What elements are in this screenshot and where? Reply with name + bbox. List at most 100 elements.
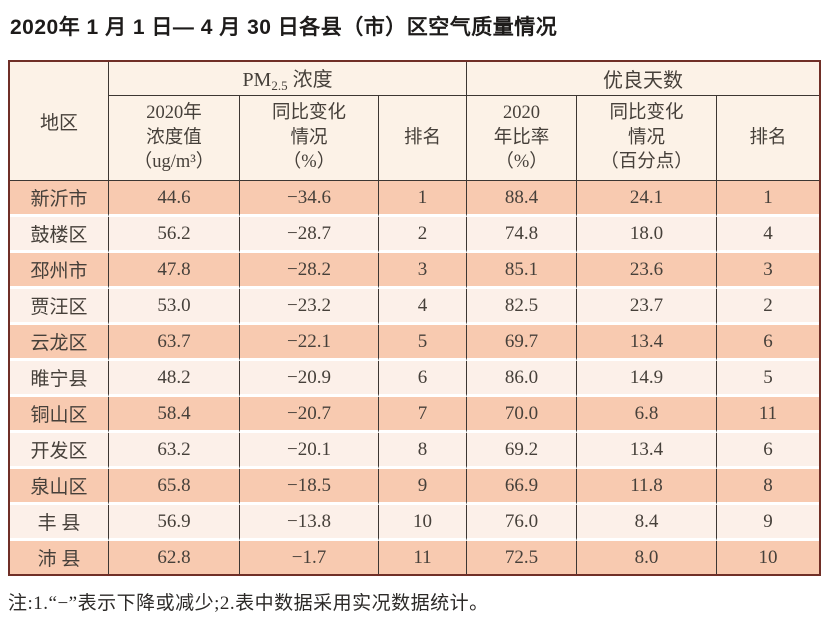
cell-good-rate: 69.2: [467, 433, 578, 469]
cell-region: 鼓楼区: [10, 217, 109, 253]
group-header-row: 地区 PM2.5 浓度 优良天数: [10, 62, 820, 181]
cell-pm-change: −20.7: [240, 397, 379, 433]
cell-pm-change: −28.2: [240, 253, 379, 289]
air-quality-table: 地区 PM2.5 浓度 优良天数 2020年 浓度值 （ug/m³） 同比变化 …: [8, 60, 822, 576]
table-row: 云龙区 63.7 −22.1 5 69.7 13.4 6: [10, 325, 820, 361]
cell-pm-value: 58.4: [109, 397, 240, 433]
cell-pm-rank: 5: [379, 325, 468, 361]
cell-good-change: 18.0: [577, 217, 718, 253]
cell-good-rank: 9: [717, 505, 820, 541]
cell-pm-change: −20.1: [240, 433, 379, 469]
cell-pm-rank: 6: [379, 361, 468, 397]
column-header-good-rate: 2020 年比率 （%）: [467, 96, 578, 181]
cell-pm-change: −18.5: [240, 469, 379, 505]
cell-pm-value: 63.2: [109, 433, 240, 469]
cell-pm-rank: 11: [379, 541, 468, 574]
table-row: 鼓楼区 56.2 −28.7 2 74.8 18.0 4: [10, 217, 820, 253]
page-title: 2020年 1 月 1 日— 4 月 30 日各县（市）区空气质量情况: [10, 16, 558, 39]
pm25-label-subscript: 2.5: [271, 78, 288, 93]
cell-good-rate: 66.9: [467, 469, 578, 505]
cell-region: 铜山区: [10, 397, 109, 433]
cell-good-rate: 69.7: [467, 325, 578, 361]
cell-pm-value: 53.0: [109, 289, 240, 325]
cell-pm-rank: 9: [379, 469, 468, 505]
cell-pm-rank: 7: [379, 397, 468, 433]
cell-good-rank: 1: [717, 181, 820, 217]
table-row: 睢宁县 48.2 −20.9 6 86.0 14.9 5: [10, 361, 820, 397]
cell-region: 邳州市: [10, 253, 109, 289]
cell-good-change: 8.0: [577, 541, 718, 574]
cell-pm-value: 47.8: [109, 253, 240, 289]
cell-pm-rank: 2: [379, 217, 468, 253]
cell-good-change: 13.4: [577, 433, 718, 469]
table-row: 邳州市 47.8 −28.2 3 85.1 23.6 3: [10, 253, 820, 289]
cell-region: 开发区: [10, 433, 109, 469]
cell-good-rate: 76.0: [467, 505, 578, 541]
column-header-good-rank: 排名: [717, 96, 820, 181]
table-row: 新沂市 44.6 −34.6 1 88.4 24.1 1: [10, 181, 820, 217]
cell-good-rank: 2: [717, 289, 820, 325]
cell-good-rank: 10: [717, 541, 820, 574]
table-row: 铜山区 58.4 −20.7 7 70.0 6.8 11: [10, 397, 820, 433]
cell-pm-change: −20.9: [240, 361, 379, 397]
cell-good-change: 23.6: [577, 253, 718, 289]
cell-pm-rank: 3: [379, 253, 468, 289]
cell-pm-value: 65.8: [109, 469, 240, 505]
cell-region: 新沂市: [10, 181, 109, 217]
column-header-region: 地区: [10, 62, 109, 181]
cell-region: 丰 县: [10, 505, 109, 541]
cell-region: 云龙区: [10, 325, 109, 361]
cell-good-rate: 85.1: [467, 253, 578, 289]
cell-pm-change: −34.6: [240, 181, 379, 217]
column-group-good-days: 优良天数: [467, 62, 820, 96]
cell-good-change: 11.8: [577, 469, 718, 505]
cell-good-rank: 6: [717, 433, 820, 469]
cell-good-rank: 11: [717, 397, 820, 433]
cell-good-rate: 86.0: [467, 361, 578, 397]
cell-region: 贾汪区: [10, 289, 109, 325]
cell-pm-change: −13.8: [240, 505, 379, 541]
cell-good-rate: 88.4: [467, 181, 578, 217]
cell-good-rank: 8: [717, 469, 820, 505]
cell-good-rank: 5: [717, 361, 820, 397]
cell-good-change: 8.4: [577, 505, 718, 541]
cell-pm-rank: 1: [379, 181, 468, 217]
cell-pm-change: −22.1: [240, 325, 379, 361]
cell-pm-rank: 4: [379, 289, 468, 325]
cell-region: 睢宁县: [10, 361, 109, 397]
column-header-pm-change: 同比变化 情况 （%）: [240, 96, 379, 181]
cell-good-change: 6.8: [577, 397, 718, 433]
cell-pm-value: 44.6: [109, 181, 240, 217]
cell-good-change: 23.7: [577, 289, 718, 325]
footnote: 注:1.“−”表示下降或减少;2.表中数据采用实况数据统计。: [8, 593, 489, 614]
cell-good-rank: 6: [717, 325, 820, 361]
pm25-label-prefix: PM: [242, 69, 272, 91]
cell-pm-change: −23.2: [240, 289, 379, 325]
cell-good-rate: 72.5: [467, 541, 578, 574]
column-header-pm-value: 2020年 浓度值 （ug/m³）: [109, 96, 240, 181]
cell-good-rate: 74.8: [467, 217, 578, 253]
cell-pm-rank: 8: [379, 433, 468, 469]
table-row: 贾汪区 53.0 −23.2 4 82.5 23.7 2: [10, 289, 820, 325]
cell-region: 沛 县: [10, 541, 109, 574]
pm25-label-suffix: 浓度: [287, 69, 333, 91]
column-header-pm-rank: 排名: [379, 96, 468, 181]
table-body: 新沂市 44.6 −34.6 1 88.4 24.1 1 鼓楼区 56.2 −28.7 2 74.8 1…: [10, 181, 820, 574]
cell-good-rank: 3: [717, 253, 820, 289]
cell-region: 泉山区: [10, 469, 109, 505]
table-row: 泉山区 65.8 −18.5 9 66.9 11.8 8: [10, 469, 820, 505]
cell-pm-value: 62.8: [109, 541, 240, 574]
cell-pm-value: 56.9: [109, 505, 240, 541]
table-row: 沛 县 62.8 −1.7 11 72.5 8.0 10: [10, 541, 820, 574]
table-header: 地区 PM2.5 浓度 优良天数 2020年 浓度值 （ug/m³） 同比变化 …: [10, 62, 820, 181]
cell-pm-rank: 10: [379, 505, 468, 541]
column-group-pm25: PM2.5 浓度: [109, 62, 468, 96]
cell-good-change: 24.1: [577, 181, 718, 217]
cell-good-change: 14.9: [577, 361, 718, 397]
cell-pm-change: −28.7: [240, 217, 379, 253]
column-header-good-change: 同比变化 情况 （百分点）: [577, 96, 718, 181]
cell-pm-value: 56.2: [109, 217, 240, 253]
table-row: 开发区 63.2 −20.1 8 69.2 13.4 6: [10, 433, 820, 469]
cell-good-rank: 4: [717, 217, 820, 253]
